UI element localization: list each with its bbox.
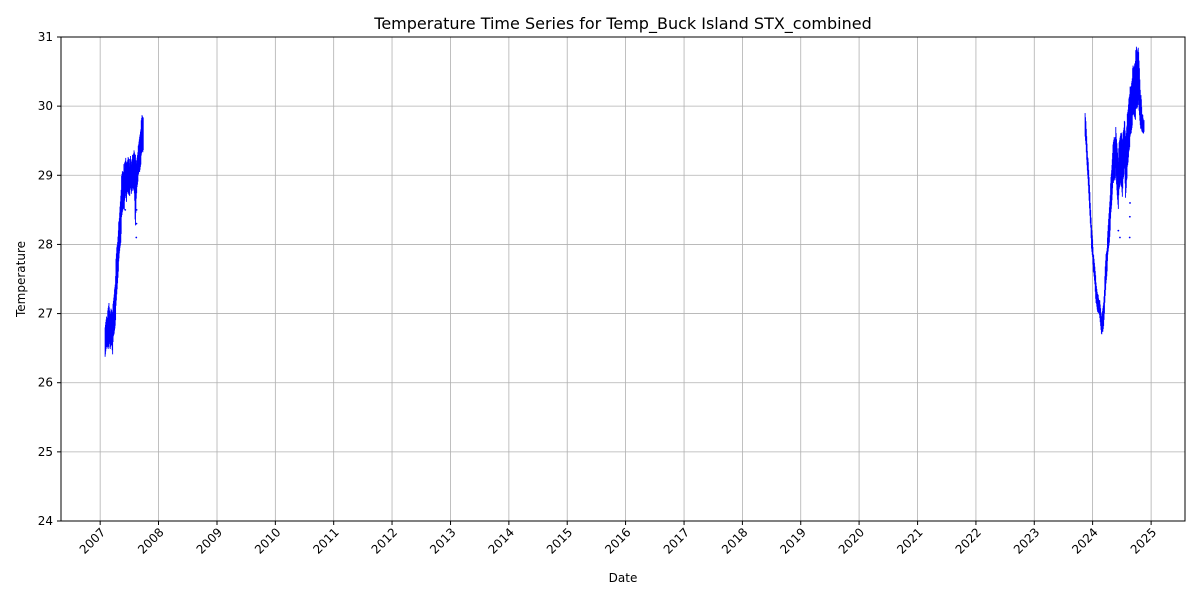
x-axis-label: Date [609, 571, 638, 585]
grid-layer [61, 36, 1185, 522]
outlier-point [1129, 202, 1131, 204]
y-tick-label: 28 [38, 237, 53, 251]
y-tick-label: 26 [38, 376, 53, 390]
series-1 [104, 115, 144, 357]
outlier-point [1128, 215, 1131, 218]
outlier-point [135, 222, 138, 225]
series-2 [1084, 46, 1145, 335]
outlier-point [1119, 236, 1121, 239]
y-axis: 24 25 26 27 28 29 30 31 [38, 30, 61, 528]
y-tick-label: 25 [38, 445, 53, 459]
data-layer [104, 46, 1145, 357]
outlier-point [135, 236, 138, 239]
y-tick-label: 24 [38, 514, 53, 528]
chart-title: Temperature Time Series for Temp_Buck Is… [373, 14, 871, 34]
outlier-point [1117, 229, 1120, 232]
y-tick-label: 31 [38, 30, 53, 44]
y-tick-label: 30 [38, 99, 53, 113]
plot-frame [60, 36, 1186, 522]
outlier-point [135, 208, 138, 211]
outlier-point [124, 208, 127, 211]
y-axis-label: Temperature [14, 241, 28, 318]
outlier-points [124, 202, 1131, 239]
y-tick-label: 27 [38, 307, 53, 321]
outlier-point [1128, 236, 1131, 239]
y-tick-label: 29 [38, 168, 53, 182]
